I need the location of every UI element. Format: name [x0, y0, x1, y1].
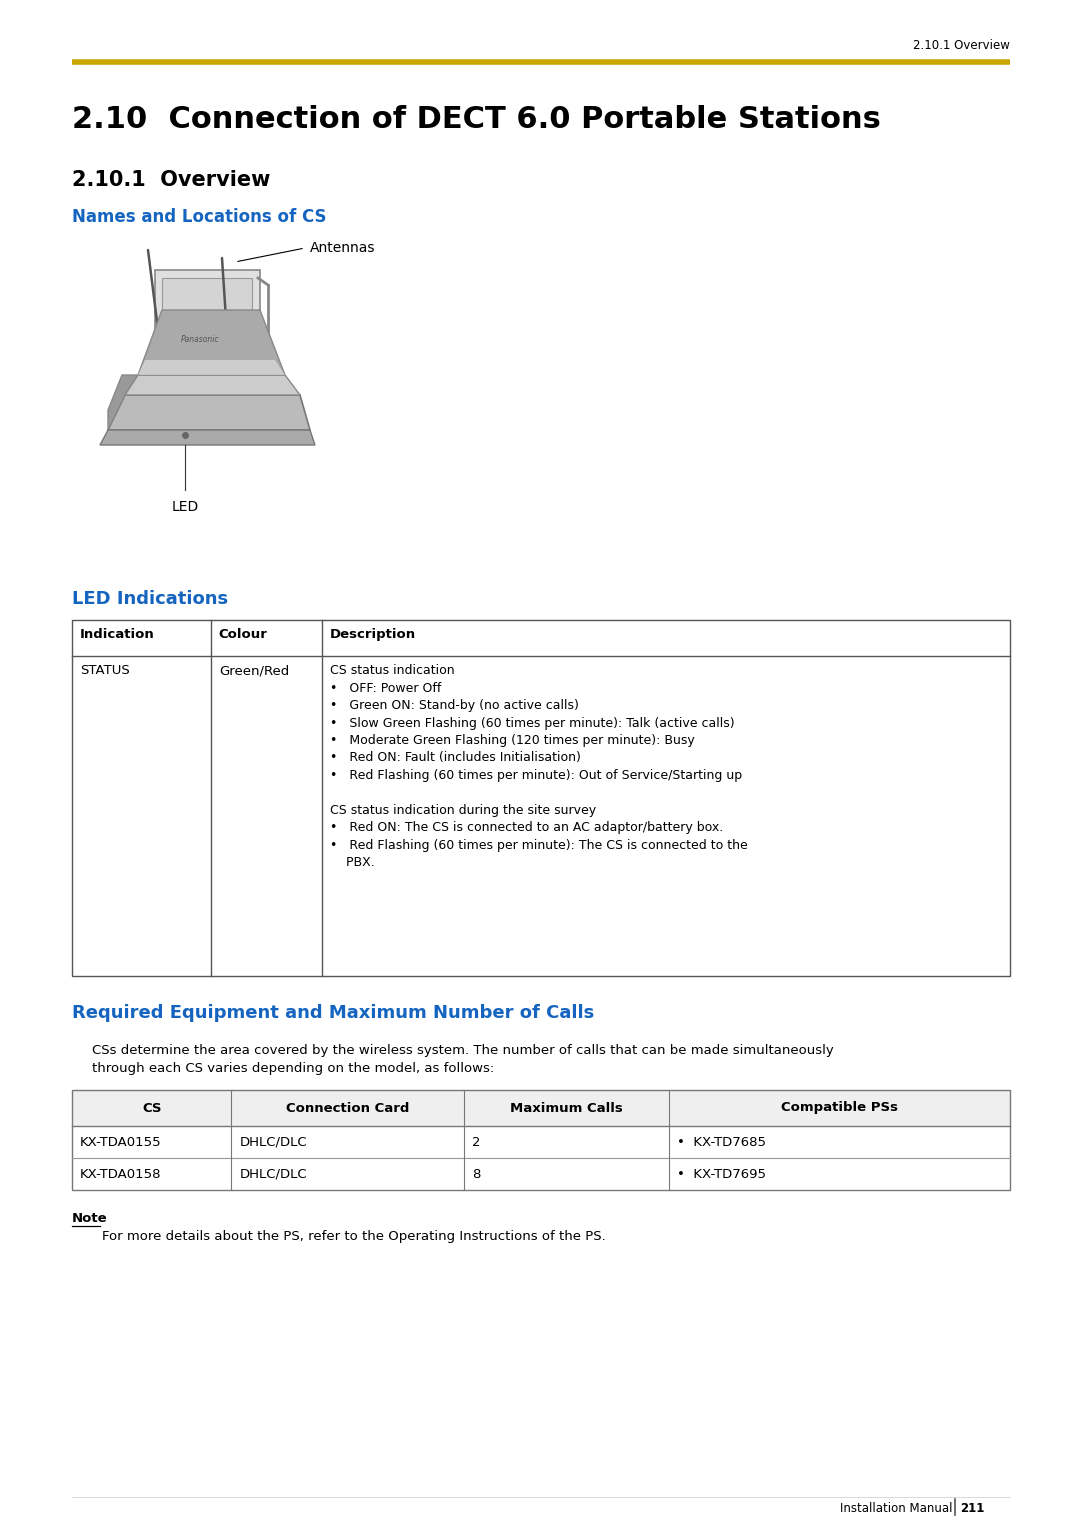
Text: Installation Manual: Installation Manual	[839, 1503, 951, 1515]
Text: •   Red ON: Fault (includes Initialisation): • Red ON: Fault (includes Initialisation…	[329, 751, 580, 765]
Text: Connection Card: Connection Card	[286, 1101, 409, 1115]
Text: DHLC/DLC: DHLC/DLC	[240, 1136, 307, 1148]
Text: Names and Locations of CS: Names and Locations of CS	[72, 208, 326, 226]
Text: PBX.: PBX.	[329, 857, 375, 869]
Text: CS status indication: CS status indication	[329, 664, 454, 676]
Text: Green/Red: Green/Red	[219, 664, 289, 676]
Text: LED: LED	[172, 499, 199, 515]
Polygon shape	[125, 376, 300, 395]
Text: 2.10  Connection of DECT 6.0 Portable Stations: 2.10 Connection of DECT 6.0 Portable Sta…	[72, 105, 881, 134]
Text: LED Indications: LED Indications	[72, 589, 228, 608]
Text: Indication: Indication	[80, 628, 154, 641]
Text: 2.10.1 Overview: 2.10.1 Overview	[913, 40, 1010, 52]
Text: •   Green ON: Stand-by (no active calls): • Green ON: Stand-by (no active calls)	[329, 699, 579, 712]
Text: Description: Description	[329, 628, 416, 641]
Bar	[72, 620, 1010, 976]
Polygon shape	[138, 360, 285, 376]
Text: 211: 211	[960, 1503, 984, 1515]
Text: CS status indication during the site survey: CS status indication during the site sur…	[329, 805, 596, 817]
Text: Antennas: Antennas	[310, 241, 376, 255]
Text: Colour: Colour	[219, 628, 268, 641]
Polygon shape	[108, 395, 310, 431]
Polygon shape	[162, 278, 252, 383]
Text: •   Slow Green Flashing (60 times per minute): Talk (active calls): • Slow Green Flashing (60 times per minu…	[329, 716, 734, 730]
Polygon shape	[138, 310, 285, 376]
Text: KX-TDA0158: KX-TDA0158	[80, 1168, 162, 1180]
Text: 8: 8	[472, 1168, 481, 1180]
Text: Panasonic: Panasonic	[180, 336, 219, 345]
Text: Maximum Calls: Maximum Calls	[510, 1101, 623, 1115]
Text: 2: 2	[472, 1136, 481, 1148]
Polygon shape	[100, 431, 315, 444]
Text: •   OFF: Power Off: • OFF: Power Off	[329, 681, 441, 695]
Text: •   Red ON: The CS is connected to an AC adaptor/battery box.: • Red ON: The CS is connected to an AC a…	[329, 822, 723, 834]
Text: CSs determine the area covered by the wireless system. The number of calls that : CSs determine the area covered by the wi…	[92, 1044, 834, 1057]
Polygon shape	[156, 270, 260, 385]
Polygon shape	[108, 376, 138, 431]
Text: •   Moderate Green Flashing (120 times per minute): Busy: • Moderate Green Flashing (120 times per…	[329, 734, 694, 747]
Text: •  KX-TD7685: • KX-TD7685	[676, 1136, 766, 1148]
Text: KX-TDA0155: KX-TDA0155	[80, 1136, 162, 1148]
Bar	[72, 1090, 1010, 1125]
Text: STATUS: STATUS	[80, 664, 130, 676]
Text: Required Equipment and Maximum Number of Calls: Required Equipment and Maximum Number of…	[72, 1003, 594, 1022]
Text: CS: CS	[141, 1101, 162, 1115]
Text: Compatible PSs: Compatible PSs	[781, 1101, 897, 1115]
Text: •   Red Flashing (60 times per minute): Out of Service/Starting up: • Red Flashing (60 times per minute): Ou…	[329, 770, 742, 782]
Text: •  KX-TD7695: • KX-TD7695	[676, 1168, 766, 1180]
Text: through each CS varies depending on the model, as follows:: through each CS varies depending on the …	[92, 1061, 495, 1075]
Text: Note: Note	[72, 1212, 108, 1225]
Bar	[72, 1090, 1010, 1190]
Text: DHLC/DLC: DHLC/DLC	[240, 1168, 307, 1180]
Text: 2.10.1  Overview: 2.10.1 Overview	[72, 169, 270, 189]
Text: •   Red Flashing (60 times per minute): The CS is connected to the: • Red Flashing (60 times per minute): Th…	[329, 838, 747, 852]
Text: For more details about the PS, refer to the Operating Instructions of the PS.: For more details about the PS, refer to …	[102, 1231, 606, 1243]
